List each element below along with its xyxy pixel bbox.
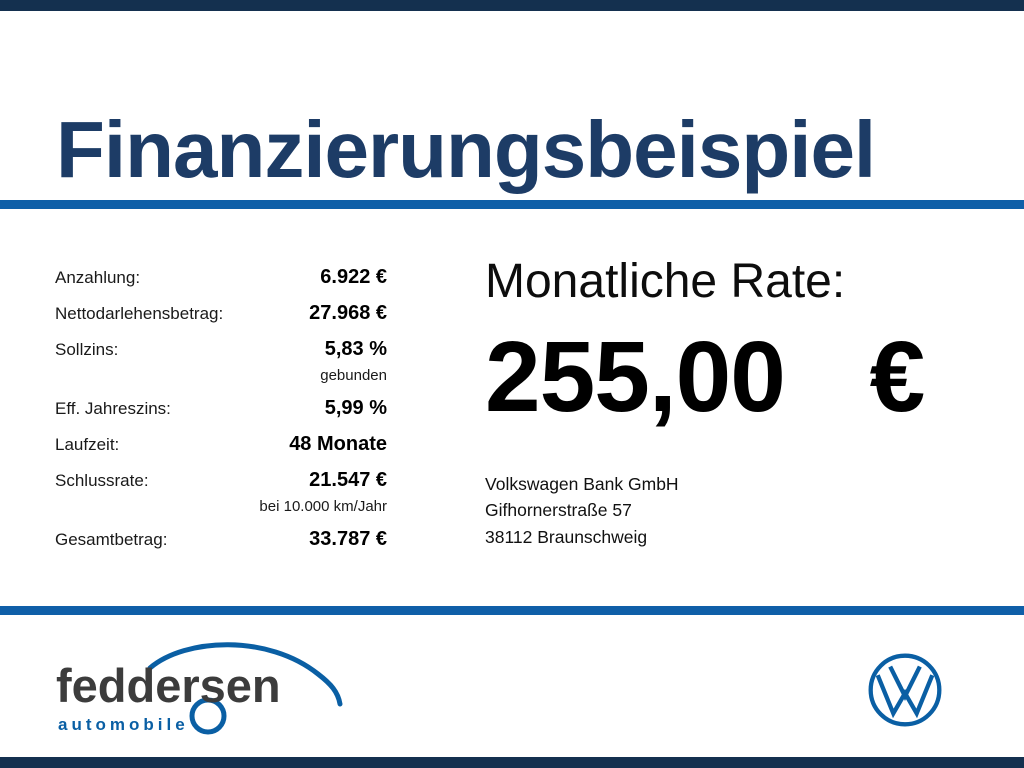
divider-bottom [0, 606, 1024, 615]
top-edge-bar [0, 0, 1024, 11]
bottom-edge-bar [0, 757, 1024, 768]
divider-top [0, 200, 1024, 209]
finance-value: 5,83 % [324, 338, 387, 360]
finance-label: Gesamtbetrag: [55, 530, 168, 549]
vw-logo-icon [868, 653, 942, 727]
page-title: Finanzierungsbeispiel [56, 104, 876, 194]
finance-value: 5,99 % [324, 397, 387, 419]
finance-label: Sollzins: [55, 340, 119, 359]
bank-street: Gifhornerstraße 57 [485, 500, 632, 521]
finance-row-anzahlung: Anzahlung: 6.922 € [55, 266, 387, 289]
finance-row-nettodarlehensbetrag: Nettodarlehensbetrag: 27.968 € [55, 302, 387, 325]
monthly-rate-label: Monatliche Rate: [485, 255, 846, 308]
finance-row-schlussrate: Schlussrate: 21.547 € [55, 469, 387, 492]
finance-note: gebunden [320, 367, 387, 384]
finance-row-gesamtbetrag: Gesamtbetrag: 33.787 € [55, 528, 387, 551]
finance-label: Schlussrate: [55, 471, 149, 490]
monthly-rate-section: Monatliche Rate: 255,00 € Volkswagen Ban… [485, 254, 1005, 550]
finance-row-sollzins: Sollzins: 5,83 % [55, 338, 387, 361]
finance-value: 21.547 € [309, 469, 387, 491]
dealer-logo: feddersen automobile [56, 642, 343, 735]
bank-address: Volkswagen Bank GmbH Gifhornerstraße 57 … [485, 471, 1005, 550]
monthly-rate-value: 255,00 € [485, 321, 925, 433]
finance-label: Eff. Jahreszins: [55, 399, 171, 418]
finance-value: 6.922 € [320, 266, 387, 288]
car-wheel-icon [189, 697, 227, 735]
bank-name: Volkswagen Bank GmbH [485, 474, 679, 494]
finance-value: 33.787 € [309, 528, 387, 550]
bank-city: 38112 Braunschweig [485, 526, 648, 547]
finance-value: 27.968 € [309, 302, 387, 324]
finance-label: Nettodarlehensbetrag: [55, 304, 224, 323]
finance-value: 48 Monate [289, 433, 387, 455]
finance-label: Anzahlung: [55, 268, 141, 287]
finance-row-laufzeit: Laufzeit: 48 Monate [55, 433, 387, 456]
dealer-name-text: feddersen [56, 659, 281, 712]
finance-label: Laufzeit: [55, 435, 120, 454]
finance-row-eff-jahreszins: Eff. Jahreszins: 5,99 % [55, 397, 387, 420]
finance-note: bei 10.000 km/Jahr [259, 498, 387, 515]
finance-table: Anzahlung: 6.922 € Nettodarlehensbetrag:… [55, 266, 387, 564]
car-silhouette-icon [147, 642, 343, 707]
dealer-tagline-text: automobile [58, 715, 189, 734]
